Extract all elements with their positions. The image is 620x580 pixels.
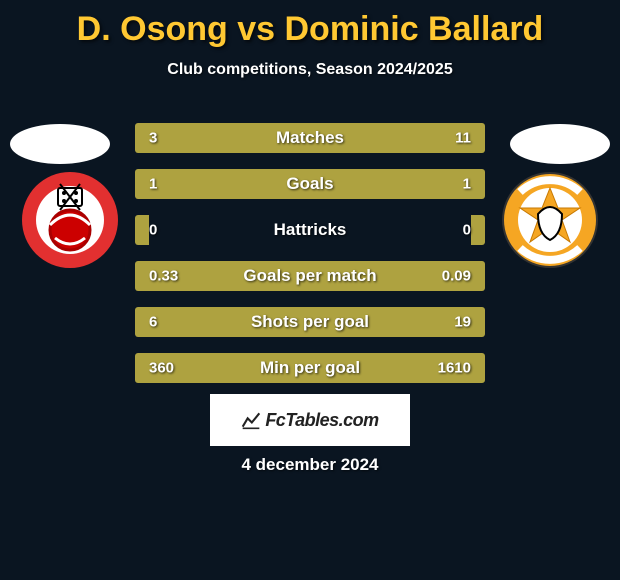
club-badge-right — [500, 170, 600, 270]
stat-row: 0.33 0.09 Goals per match — [135, 261, 485, 291]
chart-icon — [241, 410, 261, 430]
stat-label: Min per goal — [260, 358, 360, 378]
bar-fill-left — [135, 215, 149, 245]
stat-value-left: 0 — [149, 222, 157, 239]
stat-label: Hattricks — [274, 220, 347, 240]
stat-row: 0 0 Hattricks — [135, 215, 485, 245]
stat-value-right: 11 — [455, 130, 471, 147]
stat-value-left: 1 — [149, 176, 157, 193]
comparison-title: D. Osong vs Dominic Ballard — [0, 0, 620, 49]
stat-value-right: 1610 — [438, 360, 471, 377]
comparison-date: 4 december 2024 — [0, 455, 620, 475]
stat-label: Goals per match — [243, 266, 376, 286]
stat-row: 6 19 Shots per goal — [135, 307, 485, 337]
brand-badge: FcTables.com — [210, 394, 410, 446]
stat-value-right: 1 — [463, 176, 471, 193]
stat-value-left: 3 — [149, 130, 157, 147]
stat-row: 1 1 Goals — [135, 169, 485, 199]
comparison-subtitle: Club competitions, Season 2024/2025 — [0, 61, 620, 79]
stat-row: 3 11 Matches — [135, 123, 485, 153]
stat-value-right: 19 — [454, 314, 471, 331]
brand-text: FcTables.com — [265, 410, 378, 431]
stat-label: Goals — [286, 174, 333, 194]
stat-value-left: 0.33 — [149, 268, 178, 285]
player-placeholder-left — [10, 124, 110, 164]
stat-label: Shots per goal — [251, 312, 369, 332]
bar-fill-right — [471, 215, 485, 245]
stat-row: 360 1610 Min per goal — [135, 353, 485, 383]
player-placeholder-right — [510, 124, 610, 164]
club-badge-left — [20, 170, 120, 270]
stats-bars: 311Matches11Goals00Hattricks0.330.09Goal… — [135, 123, 485, 399]
stat-value-left: 360 — [149, 360, 174, 377]
stat-value-left: 6 — [149, 314, 157, 331]
stat-value-right: 0 — [463, 222, 471, 239]
stat-value-right: 0.09 — [442, 268, 471, 285]
stat-label: Matches — [276, 128, 344, 148]
